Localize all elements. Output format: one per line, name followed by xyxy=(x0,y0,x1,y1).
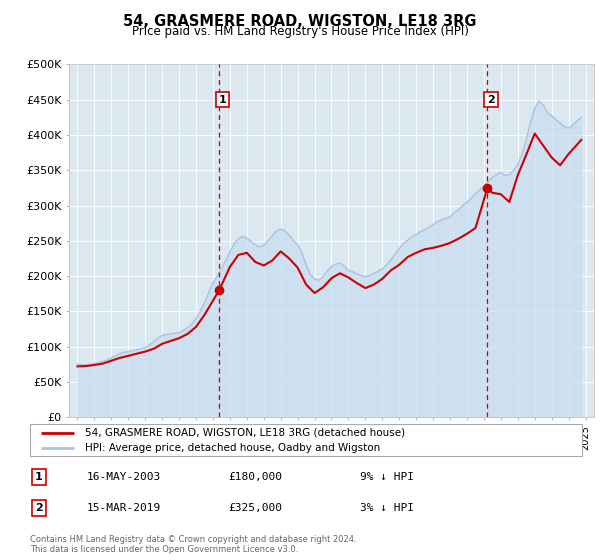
Text: 2: 2 xyxy=(487,95,495,105)
FancyBboxPatch shape xyxy=(30,424,582,456)
Text: 16-MAY-2003: 16-MAY-2003 xyxy=(87,472,161,482)
Text: 1: 1 xyxy=(219,95,226,105)
Text: £325,000: £325,000 xyxy=(228,503,282,513)
Text: 54, GRASMERE ROAD, WIGSTON, LE18 3RG: 54, GRASMERE ROAD, WIGSTON, LE18 3RG xyxy=(123,14,477,29)
Text: 15-MAR-2019: 15-MAR-2019 xyxy=(87,503,161,513)
Text: 3% ↓ HPI: 3% ↓ HPI xyxy=(360,503,414,513)
Text: 9% ↓ HPI: 9% ↓ HPI xyxy=(360,472,414,482)
Text: Price paid vs. HM Land Registry's House Price Index (HPI): Price paid vs. HM Land Registry's House … xyxy=(131,25,469,38)
Text: 1: 1 xyxy=(35,472,43,482)
Text: 54, GRASMERE ROAD, WIGSTON, LE18 3RG (detached house): 54, GRASMERE ROAD, WIGSTON, LE18 3RG (de… xyxy=(85,428,406,438)
Text: 2: 2 xyxy=(35,503,43,513)
Text: Contains HM Land Registry data © Crown copyright and database right 2024.: Contains HM Land Registry data © Crown c… xyxy=(30,535,356,544)
Text: £180,000: £180,000 xyxy=(228,472,282,482)
Text: HPI: Average price, detached house, Oadby and Wigston: HPI: Average price, detached house, Oadb… xyxy=(85,442,380,452)
Text: This data is licensed under the Open Government Licence v3.0.: This data is licensed under the Open Gov… xyxy=(30,545,298,554)
